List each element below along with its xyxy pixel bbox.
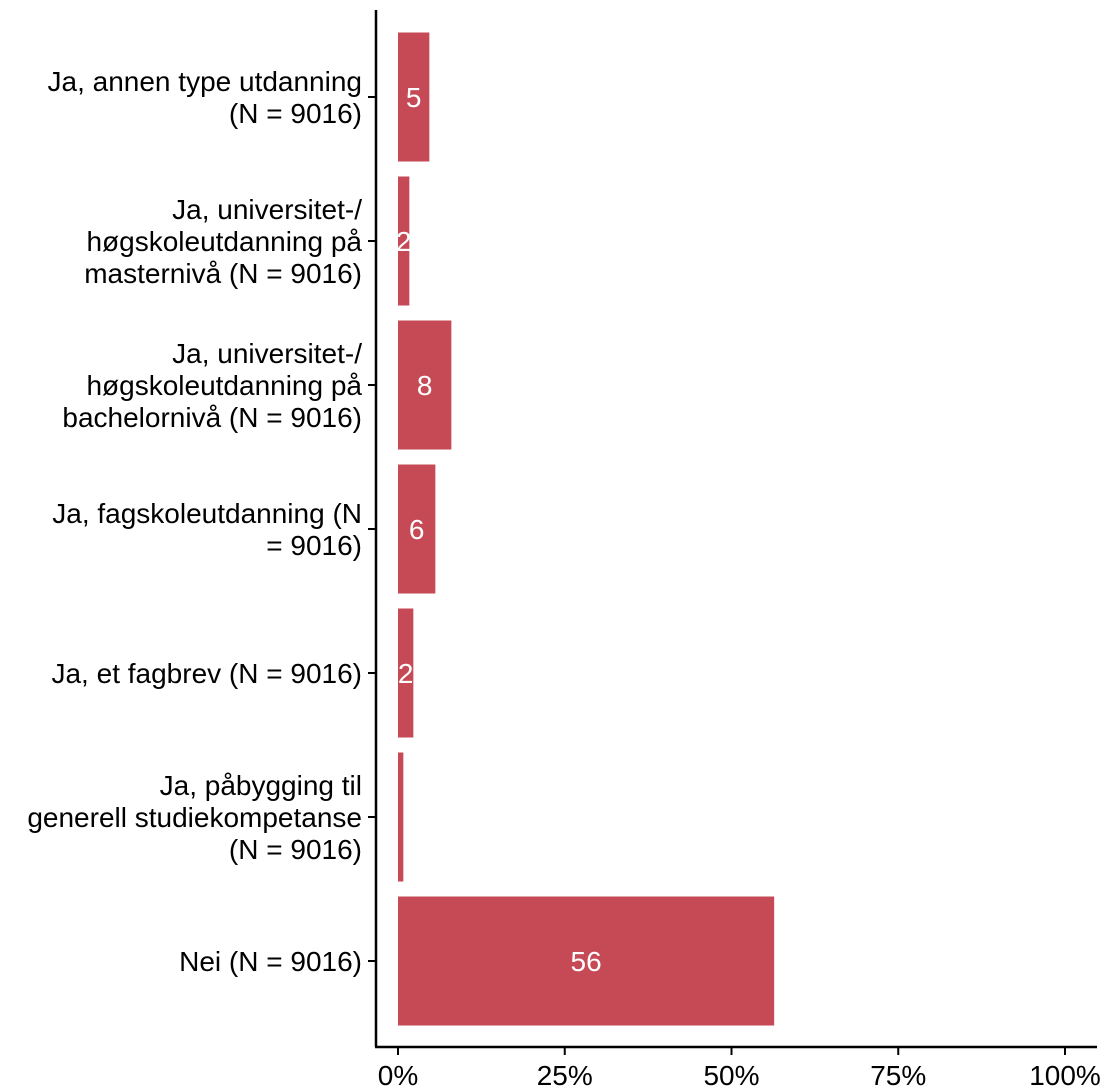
category-label-line: høgskoleutdanning på: [86, 370, 362, 401]
data-label: 2: [398, 658, 414, 689]
category-label-line: Ja, et fagbrev (N = 9016): [51, 658, 362, 689]
category-label-line: Ja, fagskoleutdanning (N: [52, 498, 362, 529]
category-labels-layer: Ja, annen type utdanning (N = 9016)Ja, un…: [27, 66, 362, 977]
x-tick-label: 100%: [1029, 1060, 1101, 1090]
category-label-line: Ja, annen type utdanning: [48, 66, 362, 97]
bar: [398, 464, 436, 594]
category-label-line: bachelornivå (N = 9016): [62, 402, 362, 433]
x-tick-label: 25%: [537, 1060, 593, 1090]
category-label: Ja, universitet-/høgskoleutdanning på mas…: [84, 194, 362, 289]
category-label-line: = 9016): [266, 530, 362, 561]
category-label: Ja, påbygging til generell studiekompetan…: [27, 770, 362, 865]
category-label-line: Nei (N = 9016): [179, 946, 362, 977]
data-label: 5: [406, 82, 422, 113]
category-label-line: generell studiekompetanse: [27, 802, 362, 833]
bars-layer: [398, 32, 775, 1026]
category-label-line: Ja, universitet-/: [172, 338, 362, 369]
data-label: 8: [417, 370, 433, 401]
bar: [398, 32, 430, 162]
category-label-line: (N = 9016): [229, 834, 362, 865]
x-tick-label: 0%: [378, 1060, 418, 1090]
category-label-line: (N = 9016): [229, 98, 362, 129]
bar: [398, 896, 775, 1026]
data-labels-layer: 5 2 8 6 2 56: [396, 82, 602, 977]
ticks-layer: 0% 25% 50% 75% 100%: [368, 96, 1101, 1090]
category-label-line: masternivå (N = 9016): [84, 258, 362, 289]
bar: [398, 176, 410, 306]
bar: [398, 320, 452, 450]
category-label-line: Ja, påbygging til: [160, 770, 362, 801]
bar: [398, 608, 414, 738]
category-label: Ja, fagskoleutdanning (N = 9016): [52, 498, 362, 561]
bar: [398, 752, 404, 882]
x-tick-label: 50%: [703, 1060, 759, 1090]
data-label: 6: [409, 514, 425, 545]
category-label: Nei (N = 9016): [179, 946, 362, 977]
data-label: 56: [571, 946, 602, 977]
x-tick-label: 75%: [870, 1060, 926, 1090]
category-label: Ja, universitet-/høgskoleutdanning på bac…: [62, 338, 362, 433]
category-label-line: Ja, universitet-/: [172, 194, 362, 225]
axes-layer: [374, 10, 1097, 1049]
category-label: Ja, annen type utdanning (N = 9016): [48, 66, 362, 129]
category-label: Ja, et fagbrev (N = 9016): [51, 658, 362, 689]
data-label: 2: [396, 226, 412, 257]
category-label-line: høgskoleutdanning på: [86, 226, 362, 257]
